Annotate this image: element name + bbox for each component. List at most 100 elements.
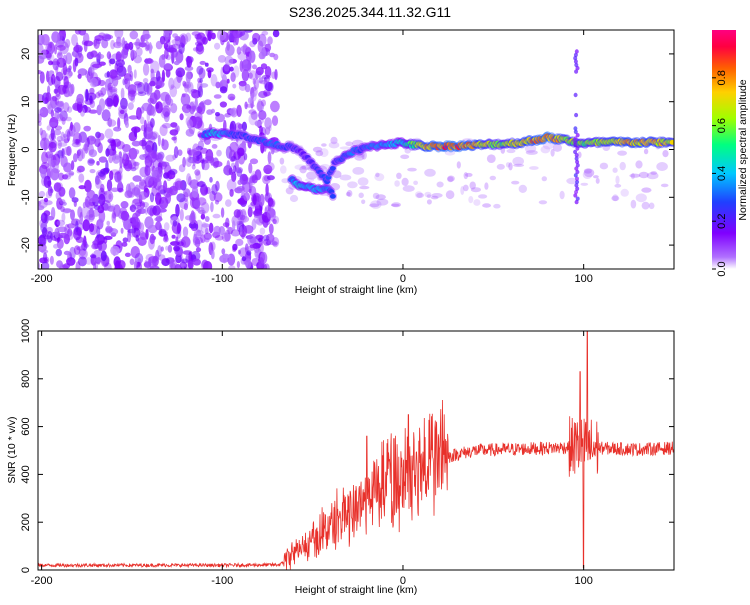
- spectrogram-noise-blob: [164, 30, 170, 38]
- spectrogram-noise-blob: [237, 123, 243, 130]
- spectrogram-noise-blob: [213, 192, 223, 203]
- spectrogram-noise-blob: [104, 128, 114, 139]
- spectrogram-noise-blob: [225, 44, 235, 56]
- spectrogram-noise-blob: [46, 101, 52, 110]
- spectrogram-noise-blob: [146, 260, 155, 269]
- spectrogram-noise-blob: [175, 203, 180, 217]
- spectrogram-noise-blob: [248, 72, 253, 79]
- spectrogram-noise-blob: [263, 164, 273, 175]
- spectrogram-faint-blob: [583, 168, 593, 174]
- spectrogram-noise-blob: [120, 87, 125, 100]
- spectrogram-faint-blob: [312, 146, 323, 153]
- spectrogram-noise-blob: [171, 38, 181, 45]
- vertical-feature-mark: [575, 196, 580, 201]
- spectrogram-noise-blob: [188, 182, 198, 187]
- spectrogram-noise-blob: [128, 115, 139, 120]
- spectrogram-noise-blob: [236, 33, 241, 39]
- spectrogram-faint-blob: [635, 193, 647, 203]
- spectrogram-faint-blob: [602, 143, 611, 151]
- spectrogram-noise-blob: [82, 143, 89, 152]
- spectrogram-noise-blob: [97, 205, 105, 214]
- spectrogram-noise-blob: [167, 244, 173, 253]
- spectrogram-noise-blob: [91, 243, 99, 250]
- spectrogram-faint-blob: [478, 194, 488, 199]
- spectrogram-noise-blob: [149, 192, 155, 203]
- spectrogram-noise-blob: [142, 30, 150, 42]
- spectrogram-noise-blob: [171, 234, 176, 239]
- spectrogram-noise-blob: [203, 232, 212, 240]
- spectrogram-noise-blob: [210, 241, 216, 251]
- spectrogram-noise-blob: [187, 119, 194, 129]
- spectrogram-noise-blob: [228, 167, 234, 176]
- spectrogram-noise-blob: [238, 31, 249, 41]
- spectrogram-noise-blob: [262, 234, 270, 242]
- snr-ytick-label: 200: [20, 513, 32, 531]
- spectrogram-noise-blob: [142, 62, 150, 76]
- spectrogram-noise-blob: [267, 82, 274, 92]
- spectrogram-noise-blob: [198, 209, 206, 215]
- spectrogram-noise-blob: [161, 258, 171, 267]
- spectrogram-faint-blob: [513, 163, 525, 167]
- spectrogram-faint-blob: [424, 168, 436, 177]
- vertical-feature-mark: [574, 153, 579, 158]
- spectrogram-noise-blob: [103, 235, 113, 240]
- spectrogram-noise-blob: [100, 183, 105, 193]
- spectrogram-noise-blob: [104, 97, 114, 107]
- spectrogram-noise-blob: [87, 158, 95, 166]
- spectrogram-noise-blob: [221, 248, 226, 255]
- spectrogram-noise-blob: [144, 41, 150, 52]
- spectrogram-noise-blob: [170, 84, 175, 89]
- spectrogram-noise-blob: [187, 260, 194, 269]
- spectrogram-noise-blob: [89, 65, 95, 78]
- spectrogram-faint-blob: [611, 195, 620, 201]
- spectrogram-noise-blob: [62, 209, 71, 214]
- spectrogram-faint-blob: [391, 202, 402, 208]
- spectrogram-noise-blob: [178, 42, 185, 54]
- spectrogram-noise-blob: [41, 151, 49, 164]
- spectrogram-faint-blob: [612, 167, 618, 173]
- spectrogram-noise-blob: [82, 202, 86, 209]
- spectrogram-noise-blob: [133, 161, 139, 170]
- spectrogram-faint-blob: [361, 199, 366, 205]
- spectrogram-noise-blob: [76, 168, 82, 174]
- spectrogram-noise-blob: [248, 70, 258, 80]
- spectrogram-faint-blob: [430, 195, 439, 200]
- snr-xtick-label: -200: [31, 575, 53, 587]
- snr-ytick-label: 800: [20, 370, 32, 388]
- spectrogram-noise-blob: [108, 86, 118, 93]
- colorbar-tick-label: 0.2: [716, 214, 728, 229]
- spectrogram-noise-blob: [127, 90, 137, 97]
- spectrogram-noise-blob: [109, 58, 116, 65]
- spectrogram-faint-blob: [407, 167, 417, 172]
- spectrogram-noise-blob: [217, 55, 227, 63]
- spectrogram-faint-blob: [470, 187, 481, 193]
- spectrogram-noise-blob: [199, 60, 206, 65]
- spectrogram-noise-blob: [224, 55, 234, 66]
- spectrogram-noise-blob: [121, 47, 129, 59]
- spectrogram-noise-blob: [121, 37, 126, 50]
- spectrogram-faint-blob: [512, 156, 524, 166]
- spectrogram-noise-blob: [88, 109, 98, 114]
- vertical-feature-mark: [574, 112, 579, 118]
- spectrogram-noise-blob: [129, 258, 135, 266]
- spectrogram-noise-blob: [97, 142, 103, 154]
- spectrogram-noise-blob: [120, 201, 129, 209]
- spectrogram-faint-blob: [484, 182, 489, 190]
- spectrogram-noise-blob: [222, 222, 230, 228]
- spectrogram-noise-blob: [258, 110, 267, 121]
- spectrogram-faint-blob: [582, 170, 593, 179]
- spectrogram-noise-blob: [57, 84, 67, 95]
- spectrogram-noise-blob: [177, 149, 183, 156]
- spectrogram-xtick-label: -200: [31, 273, 53, 285]
- spectrogram-noise-blob: [68, 65, 72, 71]
- spectrogram-noise-blob: [156, 80, 165, 88]
- colorbar-tick-label: 0.8: [716, 70, 728, 85]
- spectrogram-noise-blob: [97, 218, 104, 229]
- spectrogram-faint-blob: [620, 188, 629, 197]
- spectrogram-faint-blob: [328, 141, 340, 149]
- spectrogram-noise-blob: [114, 155, 120, 160]
- spectrogram-noise-blob: [50, 207, 56, 220]
- spectrogram-noise-blob: [253, 78, 259, 90]
- vertical-feature-mark: [573, 173, 578, 178]
- spectrogram-noise-blob: [110, 169, 120, 175]
